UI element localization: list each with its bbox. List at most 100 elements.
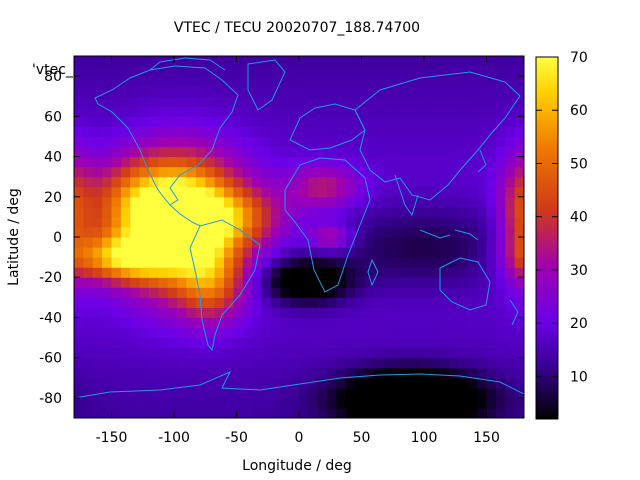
heatmap-cell (233, 337, 244, 349)
heatmap-cell (289, 267, 300, 278)
heatmap-cell (392, 106, 403, 117)
heatmap-cell (411, 216, 422, 228)
heatmap-cell (486, 116, 497, 127)
heatmap-cell (374, 196, 384, 208)
heatmap-cell (495, 337, 506, 349)
heatmap-cell (430, 56, 441, 67)
heatmap-cell (477, 317, 488, 329)
heatmap-cell (242, 367, 253, 379)
heatmap-cell (439, 357, 450, 369)
heatmap-cell (336, 146, 347, 158)
heatmap-cell (392, 166, 403, 178)
coastline-overlay (74, 57, 524, 399)
heatmap-cell (186, 367, 197, 379)
heatmap-cell (486, 247, 497, 258)
heatmap-cell (195, 327, 206, 339)
heatmap-cell (289, 387, 300, 399)
heatmap-cell (242, 247, 253, 258)
heatmap-cell (449, 156, 459, 168)
heatmap-cell (411, 126, 422, 138)
heatmap-cell (158, 156, 169, 168)
heatmap-cell (299, 66, 309, 77)
heatmap-cell (83, 337, 94, 349)
heatmap-cell (224, 86, 234, 97)
heatmap-cell (111, 387, 122, 399)
heatmap-cell (261, 367, 272, 379)
heatmap-cell (242, 387, 253, 399)
heatmap-cell (74, 317, 84, 329)
heatmap-cell (299, 226, 309, 238)
heatmap-cell (270, 116, 281, 127)
heatmap-cell (430, 136, 441, 148)
heatmap-cell (102, 237, 113, 248)
heatmap-cell (252, 407, 263, 418)
heatmap-cell (458, 206, 469, 218)
heatmap-cell (139, 206, 150, 218)
heatmap-cell (355, 126, 366, 138)
heatmap-cell (402, 96, 413, 107)
heatmap-cell (336, 297, 347, 308)
heatmap-cell (83, 116, 94, 127)
heatmap-cell (158, 287, 169, 298)
y-tick-label: -20 (39, 270, 62, 286)
heatmap-cell (345, 166, 356, 178)
heatmap-cell (514, 307, 524, 319)
heatmap-cell (130, 146, 141, 158)
heatmap-cell (149, 257, 159, 268)
heatmap-cell (195, 237, 206, 248)
heatmap-cell (83, 297, 94, 308)
heatmap-cell (449, 407, 459, 418)
heatmap-cell (233, 327, 244, 339)
heatmap-cell (120, 277, 131, 288)
heatmap-cell (439, 307, 450, 319)
heatmap-cell (317, 307, 328, 319)
heatmap-cell (336, 136, 347, 148)
heatmap-cell (411, 176, 422, 188)
heatmap-cell (167, 56, 178, 67)
heatmap-cell (177, 277, 188, 288)
heatmap-cell (355, 247, 366, 258)
heatmap-cell (289, 166, 300, 178)
heatmap-cell (92, 216, 103, 228)
heatmap-cell (505, 297, 516, 308)
heatmap-cell (289, 96, 300, 107)
heatmap-cell (270, 297, 281, 308)
heatmap-cell (505, 96, 516, 107)
heatmap-cell (158, 176, 169, 188)
heatmap-cell (233, 277, 244, 288)
heatmap-cell (158, 76, 169, 87)
heatmap-cell (383, 176, 394, 188)
heatmap-cell (505, 317, 516, 329)
heatmap-cell (327, 407, 338, 418)
heatmap-cell (242, 407, 253, 418)
heatmap-cell (514, 96, 524, 107)
heatmap-cell (167, 76, 178, 87)
heatmap-cell (252, 317, 263, 329)
heatmap-cell (449, 106, 459, 117)
heatmap-cell (224, 257, 234, 268)
heatmap-cell (486, 397, 497, 409)
heatmap-cell (252, 196, 263, 208)
heatmap-cell (177, 377, 188, 389)
heatmap-cell (495, 196, 506, 208)
heatmap-cell (120, 347, 131, 359)
heatmap-cell (252, 337, 263, 349)
heatmap-cell (477, 66, 488, 77)
heatmap-cell (308, 226, 319, 238)
heatmap-cell (130, 337, 141, 349)
heatmap-cell (505, 267, 516, 278)
heatmap-cell (177, 126, 188, 138)
y-tick-label: 20 (44, 190, 62, 206)
heatmap-cell (392, 66, 403, 77)
heatmap-cell (420, 96, 431, 107)
heatmap-cell (299, 136, 309, 148)
heatmap-cell (514, 297, 524, 308)
heatmap-cell (364, 367, 375, 379)
heatmap-cell (308, 287, 319, 298)
heatmap-cell (336, 56, 347, 67)
heatmap-cell (505, 247, 516, 258)
heatmap-cell (130, 307, 141, 319)
heatmap-cell (167, 156, 178, 168)
heatmap-cell (158, 347, 169, 359)
heatmap-cell (402, 327, 413, 339)
